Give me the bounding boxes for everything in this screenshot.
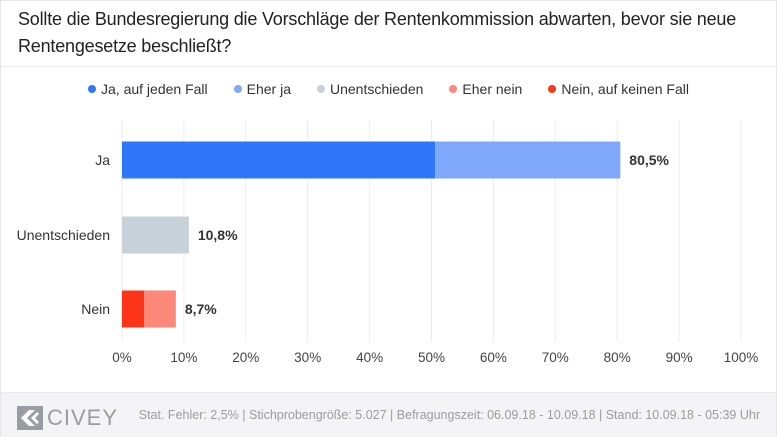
x-tick-label: 0% [112,350,132,365]
x-tick-label: 100% [724,350,759,365]
legend: Ja, auf jeden Fall Eher ja Unentschieden… [0,81,777,97]
legend-label: Eher ja [246,81,291,97]
legend-item[interactable]: Eher ja [233,81,291,97]
bar-segment [144,290,176,328]
x-tick-label: 60% [480,350,507,365]
data-label: 80,5% [629,152,669,168]
x-tick-label: 50% [418,350,445,365]
category-label: Unentschieden [17,227,110,243]
legend-label: Eher nein [462,81,523,97]
logo-text: CIVEY [47,405,119,430]
x-tick-label: 90% [666,350,693,365]
legend-item[interactable]: Ja, auf jeden Fall [88,81,208,97]
legend-dot-icon [548,85,557,93]
legend-label: Unentschieden [330,81,424,97]
survey-meta: Stat. Fehler: 2,5% | Stichprobengröße: 5… [138,408,760,422]
category-label: Nein [81,301,110,317]
title-divider [0,66,777,67]
x-tick-label: 40% [356,350,383,365]
data-label: 8,7% [185,301,217,317]
legend-item[interactable]: Unentschieden [317,81,423,97]
x-tick-label: 30% [294,350,321,365]
category-label: Ja [95,152,110,168]
civey-logo[interactable]: CIVEY [17,405,118,431]
legend-item[interactable]: Eher nein [449,81,522,97]
bar-segment [435,141,621,179]
bar-segment [122,141,436,179]
footer: CIVEY Stat. Fehler: 2,5% | Stichprobengr… [1,392,776,437]
x-tick-label: 20% [232,350,259,365]
x-tick-label: 10% [170,350,197,365]
x-tick-label: 80% [604,350,631,365]
x-tick-label: 70% [542,350,569,365]
legend-dot-icon [317,85,325,93]
bar-chart: 0% 10% 20% 30% 40% 50% 60% 70% 80% 90% 100% Ja Unent… [17,120,759,365]
legend-dot-icon [233,85,242,93]
chart-title: Sollte die Bundesregierung die Vorschläg… [18,9,737,56]
legend-label: Nein, auf keinen Fall [561,81,689,97]
legend-dot-icon [88,85,97,93]
data-label: 10,8% [198,227,238,243]
legend-item[interactable]: Nein, auf keinen Fall [548,81,689,97]
bar-segment [122,216,189,254]
civey-logo-icon [17,406,43,430]
legend-dot-icon [449,85,458,93]
bar-segment [122,290,145,328]
legend-label: Ja, auf jeden Fall [101,81,208,97]
